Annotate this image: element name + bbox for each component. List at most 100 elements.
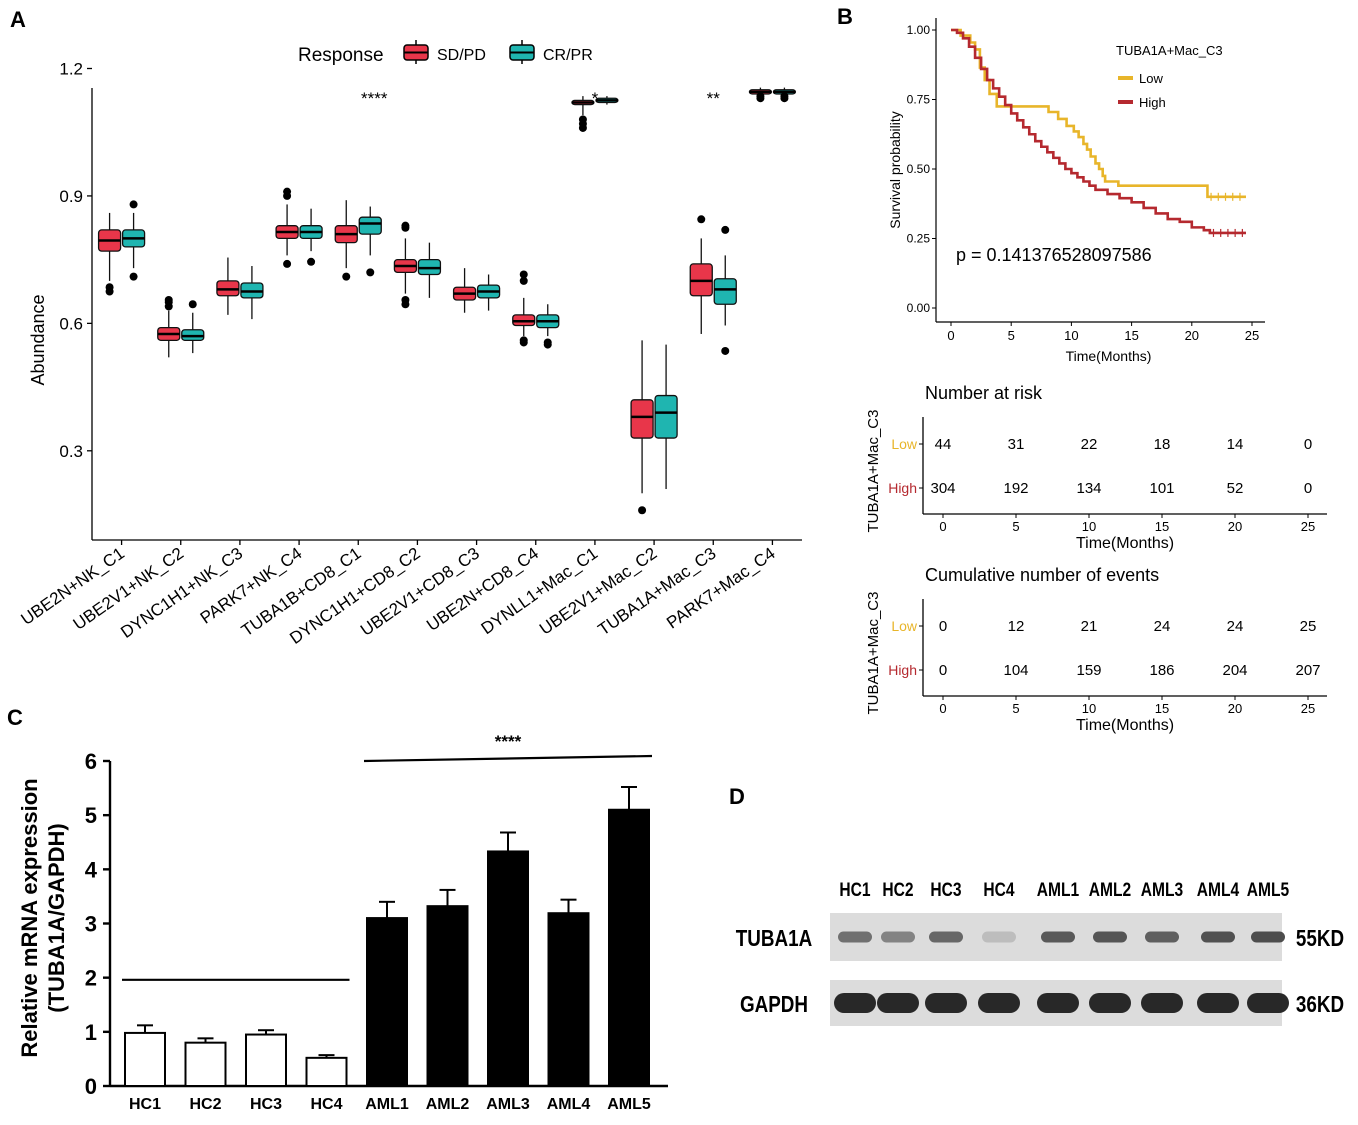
panel-d-letter: D xyxy=(729,784,745,809)
y-tick-label: 1.2 xyxy=(59,59,83,78)
c-x-tick-label: AML4 xyxy=(547,1096,591,1113)
bar-hc1 xyxy=(124,1024,166,1087)
c-y-tick-label: 2 xyxy=(85,966,97,991)
risk-table-title: Number at risk xyxy=(925,383,1043,403)
blot-size-label-tuba1a: 55KD xyxy=(1296,926,1344,951)
risk-table-cell: 192 xyxy=(1003,480,1028,497)
panel-b: B 0.00 0.25 0.50 0.75 1.00 0 5 10 15 20 25 Time(Mont… xyxy=(830,0,1358,745)
c-y-axis-label-line1: Relative mRNA expression xyxy=(17,778,42,1057)
events-table-cell: 12 xyxy=(1008,618,1025,635)
x-tick-label: PARK7+Mac_C4 xyxy=(663,544,779,633)
lane-label: AML4 xyxy=(1197,879,1240,901)
c-significance-label: **** xyxy=(495,732,522,751)
blot-band xyxy=(1037,993,1079,1013)
outlier-point xyxy=(780,92,789,101)
blot-band xyxy=(1145,931,1179,943)
km-legend-label-high: High xyxy=(1139,95,1166,110)
box-cr-pr xyxy=(772,87,797,103)
panel-a-letter: A xyxy=(10,7,26,32)
box-sd-pd xyxy=(157,296,181,358)
risk-table-cell: 18 xyxy=(1154,436,1171,453)
legend-key-cr-pr xyxy=(509,40,535,64)
blot-size-label-gapdh: 36KD xyxy=(1296,992,1344,1017)
km-x-tick-label: 25 xyxy=(1245,328,1259,343)
outlier-point xyxy=(578,115,587,124)
box-cr-pr xyxy=(121,200,146,281)
events-table-cell: 186 xyxy=(1149,662,1174,679)
lane-label: AML5 xyxy=(1247,879,1290,901)
legend-key-sd-pd xyxy=(403,40,429,64)
events-table-cell: 25 xyxy=(1300,618,1317,635)
lane-label: AML2 xyxy=(1089,879,1131,901)
blot-band xyxy=(1251,931,1285,943)
blot-band xyxy=(1247,993,1289,1013)
lane-label: HC2 xyxy=(882,879,913,901)
bar-aml2 xyxy=(426,888,469,1087)
box-body xyxy=(358,216,382,235)
risk-table-cell: 52 xyxy=(1227,480,1244,497)
y-axis-label: Abundance xyxy=(28,294,48,385)
c-x-tick-label: HC4 xyxy=(310,1096,342,1113)
risk-table-row-label-low: Low xyxy=(891,436,918,452)
y-tick-label: 0.9 xyxy=(59,187,83,206)
legend-label-cr-pr: CR/PR xyxy=(543,47,593,64)
events-table-x-tick-label: 5 xyxy=(1012,701,1019,716)
bar-hc3 xyxy=(245,1029,287,1087)
km-x-tick-label: 20 xyxy=(1185,328,1199,343)
box-sd-pd xyxy=(275,187,299,268)
risk-table-x-axis-label: Time(Months) xyxy=(1076,535,1174,552)
outlier-point xyxy=(756,92,765,101)
bar-body xyxy=(487,850,529,1087)
bar-hc2 xyxy=(184,1037,227,1087)
events-table-row-label-low: Low xyxy=(891,618,918,634)
km-legend-label-low: Low xyxy=(1139,71,1163,86)
lane-label: HC4 xyxy=(983,879,1014,901)
events-table-cell: 0 xyxy=(939,618,947,635)
panel-c-letter: C xyxy=(7,705,23,730)
bar-aml4 xyxy=(547,898,590,1087)
blot-row-label-gapdh: GAPDH xyxy=(740,992,808,1017)
box-body xyxy=(630,399,654,439)
blot-band xyxy=(1141,993,1183,1013)
blot-band xyxy=(1041,931,1075,943)
box-cr-pr xyxy=(181,300,205,354)
risk-table-x-tick-label: 20 xyxy=(1228,519,1242,534)
outlier-point xyxy=(543,338,552,347)
risk-table-cell: 134 xyxy=(1076,480,1101,497)
outlier-point xyxy=(519,276,528,285)
c-y-tick-label: 5 xyxy=(85,803,97,828)
box-sd-pd xyxy=(97,212,122,296)
km-y-tick-label: 0.00 xyxy=(907,301,931,315)
lane-label: HC3 xyxy=(930,879,961,901)
events-table-x-tick-label: 15 xyxy=(1155,701,1169,716)
c-y-tick-label: 0 xyxy=(85,1074,97,1099)
events-table-cell: 0 xyxy=(939,662,947,679)
bar-body xyxy=(305,1056,348,1088)
box-cr-pr xyxy=(595,96,619,105)
events-table-x-tick-label: 10 xyxy=(1082,701,1096,716)
events-table-y-axis-label: TUBA1A+Mac_C3 xyxy=(865,592,882,715)
box-sd-pd xyxy=(571,96,595,132)
km-y-tick-label: 0.75 xyxy=(907,93,931,107)
events-table-x-tick-label: 0 xyxy=(939,701,946,716)
risk-table-row-label-high: High xyxy=(888,480,917,496)
box-body xyxy=(654,394,678,439)
significance-label: **** xyxy=(361,89,388,108)
blot-band xyxy=(838,931,872,943)
y-tick-label: 0.6 xyxy=(59,314,83,333)
bar-body xyxy=(124,1031,166,1087)
lane-label: AML3 xyxy=(1141,879,1184,901)
km-y-tick-label: 0.25 xyxy=(907,232,931,246)
box-sd-pd xyxy=(452,268,477,313)
outlier-point xyxy=(697,215,706,224)
c-x-tick-label: AML2 xyxy=(426,1096,470,1113)
events-table-cell: 21 xyxy=(1081,618,1098,635)
box-sd-pd xyxy=(334,200,358,281)
km-y-axis-label: Survival probability xyxy=(887,111,903,229)
events-table-cell: 207 xyxy=(1295,662,1320,679)
significance-label: * xyxy=(592,89,599,108)
outlier-point xyxy=(283,187,292,196)
legend-title: Response xyxy=(298,45,384,66)
c-x-tick-label: HC2 xyxy=(189,1096,221,1113)
bar-aml3 xyxy=(487,831,529,1087)
